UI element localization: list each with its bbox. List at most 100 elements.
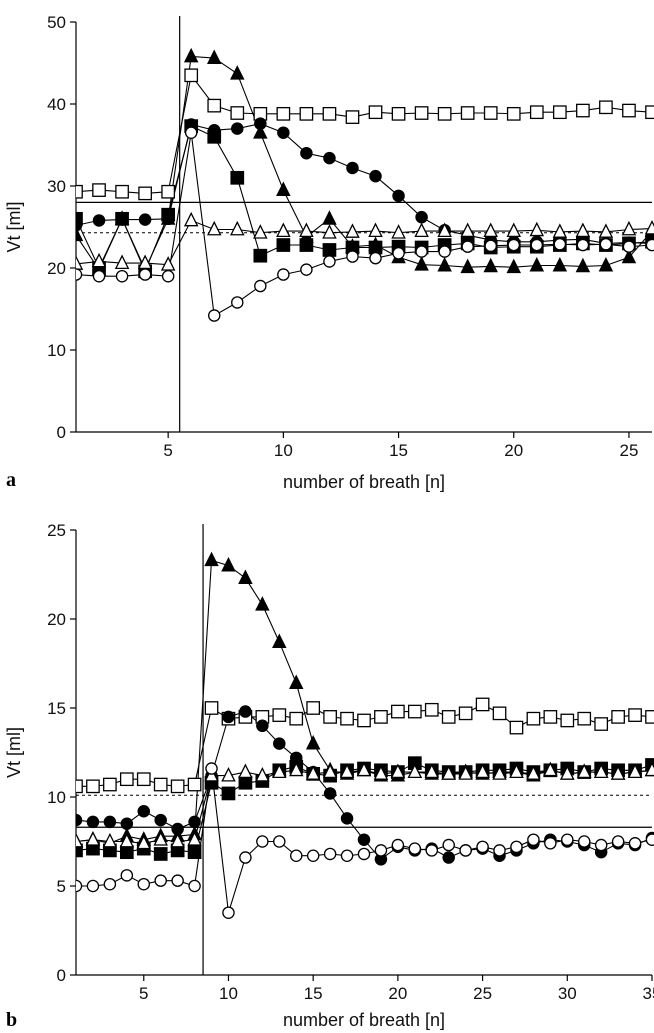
data-point-a-open-circle-2 — [92, 269, 106, 283]
data-point-b-filled-circle-16 — [323, 787, 337, 800]
series-line-b-filled-triangle — [76, 559, 653, 844]
data-point-a-open-circle-20 — [507, 238, 521, 252]
data-point-a-open-circle-22 — [553, 237, 567, 251]
data-point-b-filled-triangle-11 — [238, 569, 253, 584]
data-point-b-open-triangle-33 — [610, 765, 626, 780]
data-point-a-filled-triangle-20 — [506, 258, 522, 274]
data-point-a-open-circle-7 — [207, 309, 221, 322]
data-point-b-filled-square-10 — [221, 786, 236, 801]
data-point-a-open-square-16 — [414, 106, 429, 120]
data-point-b-filled-triangle-14 — [288, 674, 304, 689]
data-point-a-filled-triangle-25 — [621, 248, 637, 264]
data-point-a-open-triangle-12 — [322, 224, 337, 239]
data-point-b-open-circle-10 — [222, 906, 235, 919]
data-point-b-open-square-31 — [577, 711, 592, 726]
data-point-b-open-square-14 — [289, 711, 304, 726]
data-point-b-open-circle-26 — [493, 844, 506, 857]
data-point-b-open-triangle-16 — [322, 763, 338, 778]
data-point-b-filled-circle-12 — [256, 719, 269, 733]
data-point-b-open-square-7 — [170, 779, 185, 794]
data-point-b-filled-triangle-10 — [221, 557, 236, 572]
data-point-b-open-square-16 — [323, 710, 337, 724]
data-point-a-filled-triangle-8 — [230, 65, 245, 80]
data-point-b-open-triangle-11 — [238, 763, 253, 778]
data-point-b-open-circle-7 — [171, 874, 184, 887]
panel-b: 0 5 10 15 20 25 5 10 15 20 25 30 35 number of breath … — [4, 521, 654, 1030]
data-point-b-filled-circle-11 — [239, 705, 252, 718]
data-point-b-open-triangle-5 — [136, 834, 152, 850]
data-point-b-filled-circle-17 — [340, 812, 354, 825]
y-axis-label-b: Vt [ml] — [4, 727, 24, 778]
data-point-a-open-square-4 — [138, 186, 152, 201]
data-point-b-open-circle-27 — [510, 840, 523, 854]
data-point-b-open-circle-35 — [645, 833, 654, 846]
data-point-a-filled-circle-9 — [254, 117, 267, 130]
data-point-a-filled-circle-14 — [369, 169, 382, 183]
panel-label-a: a — [6, 469, 16, 491]
data-point-b-filled-triangle-15 — [305, 735, 321, 750]
data-point-a-open-triangle-21 — [529, 221, 545, 237]
data-point-b-open-triangle-34 — [627, 763, 643, 778]
data-point-a-open-triangle-26 — [644, 220, 654, 235]
data-point-a-filled-triangle-22 — [552, 256, 568, 272]
data-point-b-open-square-13 — [272, 708, 287, 722]
data-point-b-filled-circle-3 — [103, 815, 117, 829]
data-point-a-open-triangle-13 — [345, 223, 360, 238]
data-point-b-open-circle-13 — [273, 835, 286, 848]
data-point-b-open-square-22 — [424, 702, 439, 717]
data-point-a-open-circle-10 — [277, 268, 290, 281]
data-point-a-filled-triangle-17 — [437, 256, 452, 272]
data-point-a-open-square-26 — [645, 105, 654, 120]
data-point-a-filled-circle-16 — [415, 210, 428, 224]
data-point-a-open-circle-12 — [323, 255, 336, 268]
data-point-b-open-circle-3 — [103, 877, 117, 891]
data-point-b-open-square-15 — [306, 701, 321, 715]
x-tick-label-b-30: 30 — [558, 984, 577, 1003]
x-tick-label-a-5: 5 — [163, 441, 172, 460]
y-axis-label-a: Vt [ml] — [4, 201, 24, 252]
data-point-a-open-triangle-20 — [506, 222, 522, 238]
data-point-a-open-triangle-6 — [183, 211, 199, 227]
data-point-a-open-square-17 — [437, 106, 452, 121]
data-point-b-open-triangle-7 — [170, 832, 185, 848]
y-tick-label-b-25: 25 — [47, 521, 66, 540]
data-point-a-open-triangle-5 — [160, 256, 176, 271]
data-point-a-filled-triangle-9 — [253, 124, 268, 139]
data-point-b-open-circle-31 — [577, 835, 591, 848]
data-point-b-open-triangle-35 — [644, 761, 654, 777]
data-point-a-open-circle-11 — [300, 263, 313, 276]
data-point-a-filled-square-11 — [299, 238, 314, 252]
data-point-a-open-square-14 — [368, 105, 383, 120]
x-tick-label-a-15: 15 — [389, 441, 408, 460]
data-point-b-open-triangle-19 — [373, 765, 389, 780]
data-point-b-open-circle-5 — [137, 877, 151, 891]
data-point-b-open-triangle-26 — [492, 765, 507, 780]
data-point-a-open-square-2 — [92, 183, 106, 197]
data-point-a-filled-square-10 — [276, 238, 291, 252]
data-point-a-open-circle-15 — [392, 246, 405, 260]
y-tick-label-a-10: 10 — [47, 341, 66, 360]
data-point-a-open-triangle-3 — [114, 254, 130, 270]
data-point-a-open-triangle-18 — [460, 222, 475, 238]
x-tick-label-b-15: 15 — [304, 984, 323, 1003]
data-point-a-filled-triangle-21 — [529, 256, 545, 272]
data-point-b-open-circle-28 — [527, 833, 540, 846]
data-point-b-open-triangle-12 — [255, 767, 270, 782]
data-point-b-filled-square-8 — [187, 845, 202, 860]
data-point-a-open-square-15 — [391, 106, 406, 121]
x-axis-label-b: number of breath [n] — [283, 1010, 445, 1030]
data-point-a-open-circle-24 — [599, 237, 613, 251]
data-point-b-open-square-26 — [492, 706, 507, 721]
data-point-a-filled-square-3 — [115, 211, 129, 226]
data-point-a-open-square-10 — [276, 106, 291, 121]
data-point-a-filled-triangle-18 — [460, 258, 475, 274]
data-point-a-open-square-11 — [299, 106, 314, 121]
data-point-a-open-triangle-7 — [206, 220, 222, 236]
x-axis-label-a: number of breath [n] — [283, 472, 445, 492]
x-tick-label-a-20: 20 — [504, 441, 523, 460]
data-point-b-open-triangle-24 — [458, 765, 473, 780]
data-point-a-filled-circle-12 — [323, 151, 336, 165]
data-point-a-open-triangle-9 — [253, 224, 268, 239]
data-point-a-open-circle-14 — [369, 251, 382, 265]
data-point-b-open-square-28 — [526, 711, 541, 726]
